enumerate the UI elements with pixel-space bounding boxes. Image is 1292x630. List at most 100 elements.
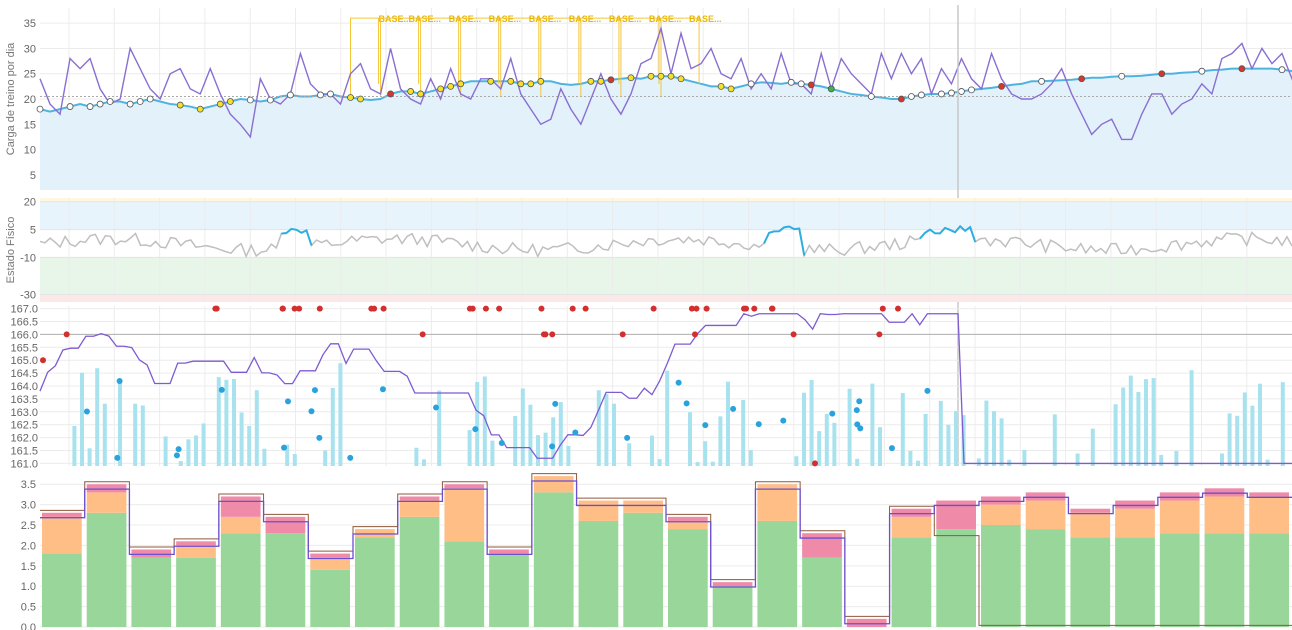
panel3-dot-5 <box>433 404 440 411</box>
panel3-bar-68 <box>558 402 563 466</box>
weekly-orange-bar-25 <box>1159 500 1200 534</box>
weekly-ytick-4: 2.0 <box>21 540 36 552</box>
load-marker-68 <box>717 82 725 90</box>
panel3-bar-80 <box>650 435 654 466</box>
panel3-bar-119 <box>946 424 951 466</box>
panel3-ytick-4: 163.0 <box>10 407 38 419</box>
panel3-dot-43 <box>482 305 489 312</box>
weekly-pink-bar-2 <box>131 549 172 558</box>
weekly-orange-bar-21 <box>981 504 1021 526</box>
weekly-actual-line <box>40 480 1292 625</box>
panel3-bar-113 <box>900 393 905 466</box>
plan-label-5: BASE... <box>569 14 602 24</box>
panel3-bar-115 <box>916 460 920 466</box>
panel3-bar-82 <box>665 370 670 466</box>
load-ytick-4: 25 <box>24 69 36 81</box>
load-marker-45 <box>487 77 495 85</box>
load-marker-57 <box>607 76 615 84</box>
load-marker-88 <box>918 91 925 99</box>
weekly-orange-bar-26 <box>1204 496 1245 534</box>
panel3-dot-4 <box>291 305 298 312</box>
weekly-green-bar-11 <box>533 492 574 627</box>
weekly-orange-bar-9 <box>444 488 485 542</box>
panel3-bar-26 <box>239 412 244 466</box>
panel3-dot-1 <box>619 331 626 338</box>
weekly-orange-bar-13 <box>623 500 663 513</box>
load-marker-124 <box>1278 66 1286 74</box>
load-ytick-2: 15 <box>24 119 36 131</box>
weekly-orange-bar-23 <box>1070 512 1111 538</box>
panel3-bar-114 <box>908 451 913 466</box>
panel3-dot-47 <box>857 425 864 432</box>
load-marker-86 <box>897 95 905 103</box>
panel3-dot-56 <box>542 331 549 338</box>
panel3-bar-7 <box>95 368 100 466</box>
panel3-bar-138 <box>1090 428 1095 466</box>
weekly-pink-bar-24 <box>1115 500 1155 509</box>
panel3-dot-22 <box>675 379 682 386</box>
panel3-dot-33 <box>316 434 323 441</box>
fitness-ytick-0: 20 <box>24 197 36 209</box>
fitness-zone-2 <box>40 229 1292 258</box>
panel3-dot-45 <box>368 305 375 312</box>
fitness-highlight-2 <box>919 224 977 243</box>
panel3-bar-4 <box>72 425 77 466</box>
panel3-bar-57 <box>475 382 480 466</box>
panel3-dot-59 <box>552 400 559 407</box>
panel3-dot-28 <box>650 305 657 312</box>
panel3-dot-41 <box>895 305 902 312</box>
plan-block-7 <box>620 17 660 97</box>
panel3-bar-32 <box>285 444 290 466</box>
panel3-bar-67 <box>551 417 556 466</box>
weekly-pink-bar-9 <box>444 484 485 489</box>
weekly-pink-bar-21 <box>981 496 1021 505</box>
panel3-dot-30 <box>829 410 836 417</box>
weekly-orange-bar-1 <box>86 492 127 513</box>
panel3-dot-12 <box>751 305 758 312</box>
plan-label-2: BASE... <box>449 14 482 24</box>
load-marker-56 <box>597 77 605 85</box>
panel3-bar-81 <box>657 459 662 466</box>
panel3-bar-58 <box>482 376 487 466</box>
load-marker-48 <box>517 80 525 88</box>
fitness-ytick-2: -10 <box>20 252 36 264</box>
load-marker-41 <box>447 82 455 90</box>
panel3-bar-147 <box>1159 454 1164 466</box>
weekly-orange-bar-27 <box>1249 496 1289 534</box>
panel3-bar-89 <box>718 416 723 466</box>
panel3-dot-2 <box>308 408 315 415</box>
weekly-green-bar-22 <box>1025 529 1066 627</box>
plan-block-5 <box>540 17 580 97</box>
load-marker-47 <box>507 77 515 85</box>
panel3-ytick-11: 166.5 <box>10 316 38 328</box>
weekly-green-bar-9 <box>444 541 485 627</box>
panel3-bar-74 <box>604 394 609 466</box>
load-marker-64 <box>677 75 685 83</box>
panel3-bar-129 <box>1022 449 1027 466</box>
panel3-dot-25 <box>213 305 220 312</box>
panel3-bar-5 <box>80 372 84 466</box>
panel3-bar-38 <box>330 387 335 466</box>
weekly-orange-bar-24 <box>1115 508 1155 538</box>
weekly-orange-bar-8 <box>399 500 440 517</box>
plan-block-2 <box>420 17 460 97</box>
panel3-bar-116 <box>923 413 928 466</box>
weekly-orange-bar-6 <box>310 557 350 570</box>
panel3-dot-19 <box>888 445 895 452</box>
panel3-bar-56 <box>467 430 472 466</box>
load-marker-69 <box>727 85 735 93</box>
fitness-line <box>39 225 1292 259</box>
weekly-pink-bar-25 <box>1159 492 1200 501</box>
panel3-bar-49 <box>414 447 419 466</box>
plan-block-6 <box>580 17 620 97</box>
panel3-bar-141 <box>1113 404 1118 466</box>
load-marker-14 <box>176 101 184 109</box>
weekly-pink-bar-15 <box>712 582 753 587</box>
load-marker-7 <box>106 98 114 105</box>
panel3-dot-54 <box>780 417 787 424</box>
panel3-ytick-8: 165.0 <box>10 355 38 367</box>
panel3-dot-69 <box>472 426 479 433</box>
panel3-bar-13 <box>140 405 145 466</box>
weekly-green-bar-27 <box>1249 533 1289 627</box>
